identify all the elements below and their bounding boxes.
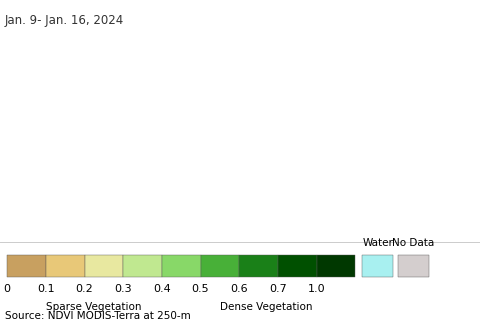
- Bar: [316, 255, 355, 277]
- Bar: [84, 255, 123, 277]
- Text: No Data: No Data: [393, 238, 435, 248]
- Text: 0.6: 0.6: [230, 284, 248, 294]
- Text: Water: Water: [362, 238, 393, 248]
- Text: 0.1: 0.1: [37, 284, 55, 294]
- Text: 1.0: 1.0: [308, 284, 325, 294]
- Bar: [278, 255, 316, 277]
- Text: 0.4: 0.4: [153, 284, 171, 294]
- Bar: [162, 255, 201, 277]
- Text: Dense Vegetation: Dense Vegetation: [220, 302, 312, 312]
- Text: 0: 0: [4, 284, 11, 294]
- Bar: [201, 255, 239, 277]
- Text: 0.7: 0.7: [269, 284, 287, 294]
- Bar: [362, 255, 393, 277]
- Bar: [398, 255, 429, 277]
- Text: 0.5: 0.5: [192, 284, 209, 294]
- Bar: [7, 255, 46, 277]
- Text: 0.2: 0.2: [76, 284, 94, 294]
- Text: Source: NDVI MODIS-Terra at 250-m: Source: NDVI MODIS-Terra at 250-m: [5, 311, 191, 321]
- Text: Sparse Vegetation: Sparse Vegetation: [46, 302, 142, 312]
- Bar: [123, 255, 162, 277]
- Bar: [46, 255, 84, 277]
- Bar: [239, 255, 278, 277]
- Text: Jan. 9- Jan. 16, 2024: Jan. 9- Jan. 16, 2024: [5, 14, 124, 28]
- Text: 0.3: 0.3: [114, 284, 132, 294]
